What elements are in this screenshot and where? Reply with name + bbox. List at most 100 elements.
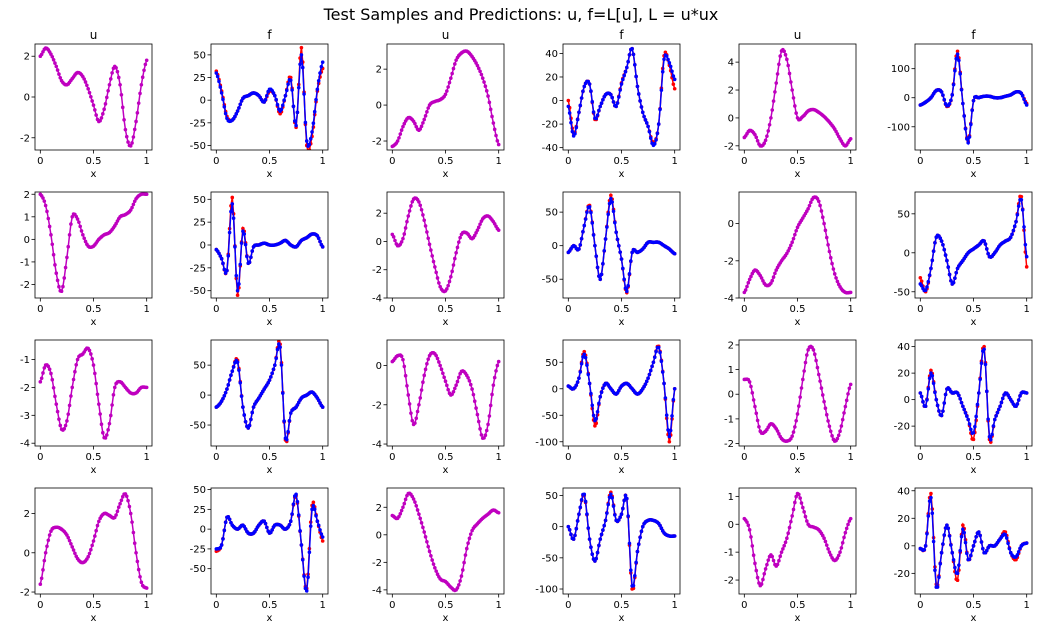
data-point-pred [601, 261, 605, 266]
subplot-22: 0 0.5 1 -100 -50 0 50 x [535, 487, 681, 624]
data-point-u [766, 129, 771, 133]
data-point-u [846, 522, 850, 527]
data-point-u [421, 380, 425, 385]
data-point-u [65, 255, 69, 260]
data-point-u [413, 421, 417, 425]
data-point-u [478, 427, 482, 431]
data-point-pred [221, 537, 225, 541]
data-point-u [839, 546, 844, 550]
data-point-pred [654, 349, 658, 354]
data-point-pred [961, 404, 965, 409]
data-point-u [751, 553, 756, 558]
data-point-pred [950, 93, 955, 97]
data-point-pred [587, 537, 592, 541]
x-tick-label: 0 [213, 304, 219, 315]
data-point-u [786, 249, 790, 253]
data-point-pred [656, 122, 661, 126]
data-point-u [71, 377, 76, 382]
x-tick-label: 1 [143, 304, 149, 315]
data-point-pred [621, 266, 625, 271]
data-point-pred [643, 382, 648, 386]
data-point-pred [971, 98, 976, 103]
x-tick-label: 0 [37, 304, 43, 315]
data-point-pred [234, 273, 239, 278]
data-point-u [754, 135, 759, 140]
data-point-u [46, 216, 51, 221]
data-point-u [795, 412, 800, 416]
data-point-pred [618, 515, 622, 519]
data-point-u [479, 433, 484, 437]
data-point-pred [658, 107, 662, 112]
data-point-u [95, 523, 100, 528]
data-point-pred [222, 528, 227, 533]
data-point-pred [1014, 219, 1018, 224]
data-point-pred [1020, 208, 1025, 212]
data-point-pred [235, 288, 240, 293]
data-point-pred [299, 53, 304, 57]
data-point-u [786, 63, 790, 68]
data-point-pred [238, 102, 243, 107]
data-point-u [405, 219, 409, 224]
data-point-u [490, 114, 494, 119]
data-point-u [482, 436, 486, 440]
data-point-u [83, 80, 88, 84]
data-point-u [468, 532, 473, 536]
data-point-u [482, 80, 486, 84]
x-tick-label: 0.5 [614, 600, 630, 611]
data-point-u [812, 352, 817, 357]
data-point-u [794, 494, 798, 499]
data-point-pred [959, 534, 964, 539]
data-point-u [799, 501, 804, 505]
data-point-u [144, 192, 149, 197]
data-point-u [818, 379, 822, 383]
data-point-u [494, 369, 498, 373]
data-point-u [107, 421, 112, 426]
x-tick-label: 0.5 [262, 452, 278, 463]
data-point-u [406, 393, 411, 397]
data-point-pred [638, 535, 642, 540]
data-point-pred [319, 64, 324, 69]
data-point-pred [622, 73, 626, 78]
x-axis-label: x [91, 613, 97, 624]
x-axis-label: x [795, 613, 801, 624]
plot-area [566, 490, 677, 591]
plot-area [742, 47, 853, 148]
data-point-pred [311, 121, 316, 126]
data-point-u [90, 543, 94, 548]
data-point-u [91, 363, 96, 367]
data-point-pred [577, 376, 581, 380]
subplot-7: 0 0.5 1 -2 -1 0 1 2 x [20, 190, 153, 328]
data-point-u [791, 236, 796, 241]
data-point-u [430, 254, 435, 258]
data-point-u [413, 500, 417, 504]
data-point-pred [237, 282, 241, 286]
data-point-pred [1004, 536, 1009, 540]
data-point-u [91, 103, 96, 107]
data-point-pred [598, 394, 603, 399]
data-point-pred [627, 272, 632, 276]
data-point-u [455, 379, 460, 384]
data-point-u [142, 68, 146, 73]
data-point-pred [950, 550, 955, 555]
data-point-pred [270, 371, 274, 376]
data-point-pred [567, 527, 572, 532]
data-point-pred [923, 544, 928, 548]
data-point-pred [623, 493, 628, 498]
data-point-u [411, 497, 416, 501]
y-tick-label: 2 [24, 509, 30, 520]
data-point-pred [621, 77, 625, 82]
data-point-u [445, 89, 449, 93]
data-point-pred [595, 550, 600, 555]
data-point-u [441, 371, 445, 376]
data-point-u [807, 203, 812, 208]
data-point-true [955, 578, 960, 583]
data-point-u [771, 558, 776, 563]
data-point-u [50, 242, 55, 247]
data-point-u [496, 142, 501, 147]
data-point-u [54, 64, 59, 69]
data-point-u [750, 391, 755, 395]
data-point-pred [981, 546, 985, 551]
data-point-u [136, 101, 141, 105]
data-point-u [775, 562, 780, 567]
data-point-u [403, 373, 408, 378]
